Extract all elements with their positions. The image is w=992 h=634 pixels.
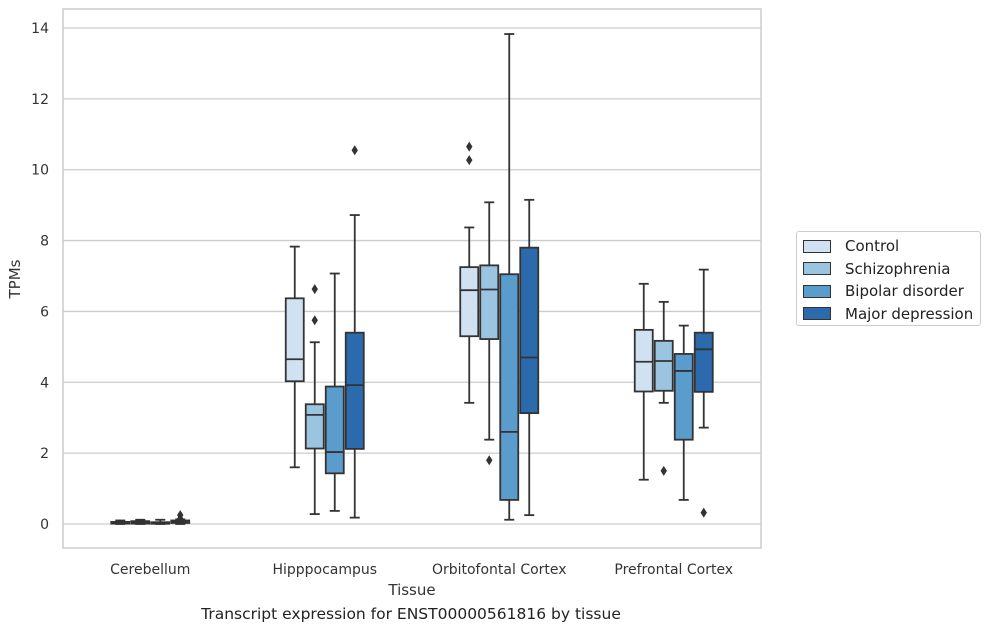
grid-lines [63, 27, 761, 525]
y-tick-label: 4 [40, 375, 49, 391]
outlier-marker [486, 455, 493, 466]
outlier-marker [311, 315, 318, 326]
x-axis-tick-labels: Cerebellum Hipppocampus Orbitofontal Corte… [110, 562, 733, 578]
legend-item: Schizophrenia [803, 259, 950, 279]
series-bipolar-disorder [150, 33, 694, 525]
box-body [499, 273, 520, 501]
figure-caption: Transcript expression for ENST0000056181… [201, 605, 621, 623]
plot-area-frame [62, 8, 762, 549]
box-body [633, 328, 654, 393]
legend: Control Schizophrenia Bipolar disorder Majo… [796, 231, 981, 326]
legend-label: Control [845, 237, 900, 255]
legend-swatch [803, 307, 831, 320]
legend-item: Bipolar disorder [803, 281, 964, 301]
box [284, 245, 305, 469]
y-tick-label: 10 [31, 163, 49, 179]
box [459, 141, 480, 404]
box-body [284, 297, 305, 383]
box-body [324, 385, 345, 475]
box-body [673, 353, 694, 441]
y-axis-label: TPMs [6, 259, 24, 299]
box-body [519, 246, 540, 415]
box [150, 518, 171, 525]
box [130, 518, 151, 525]
y-tick-label: 14 [31, 21, 49, 37]
box [519, 198, 540, 517]
y-tick-label: 12 [31, 92, 49, 108]
box [633, 282, 654, 481]
y-tick-label: 2 [40, 446, 49, 462]
legend-label: Bipolar disorder [845, 282, 964, 300]
outlier-marker [351, 145, 358, 156]
outlier-marker [311, 284, 318, 295]
y-tick-label: 0 [40, 517, 49, 533]
outlier-marker [466, 155, 473, 166]
legend-label: Major depression [845, 304, 974, 323]
legend-label: Schizophrenia [845, 259, 951, 278]
box-body [304, 403, 325, 450]
box-body [459, 266, 480, 338]
box-groups [110, 33, 714, 525]
outlier-marker [466, 141, 473, 152]
x-tick-label: Cerebellum [110, 562, 190, 578]
outlier-marker [660, 465, 667, 476]
legend-swatch [803, 284, 831, 298]
x-tick-label: Orbitofontal Cortex [432, 562, 567, 578]
box-body [344, 331, 365, 450]
box [653, 300, 674, 476]
outlier-marker [177, 510, 184, 521]
box-body [693, 331, 714, 393]
y-tick-label: 8 [40, 234, 49, 250]
legend-item: Major depression [803, 304, 973, 324]
outlier-marker [700, 507, 707, 518]
series-schizophrenia [130, 201, 674, 525]
box [170, 510, 191, 525]
legend-swatch [803, 262, 831, 275]
legend-item: Control [803, 236, 899, 256]
x-tick-label: Hipppocampus [272, 562, 377, 578]
x-tick-label: Prefrontal Cortex [614, 562, 733, 578]
box [110, 519, 131, 525]
box [479, 201, 500, 466]
series-control [110, 141, 654, 525]
box [673, 324, 694, 501]
y-tick-label: 6 [40, 304, 49, 320]
box-body [653, 339, 674, 392]
series-major-depression [170, 145, 714, 525]
x-axis-label: Tissue [387, 581, 435, 599]
box [499, 33, 520, 521]
box [304, 284, 325, 515]
box-body [479, 264, 500, 340]
box [344, 145, 365, 519]
legend-swatch [803, 239, 831, 253]
box [693, 268, 714, 518]
y-axis-tick-labels: 0 2 4 6 8 10 12 14 [31, 21, 49, 533]
box [324, 272, 345, 512]
